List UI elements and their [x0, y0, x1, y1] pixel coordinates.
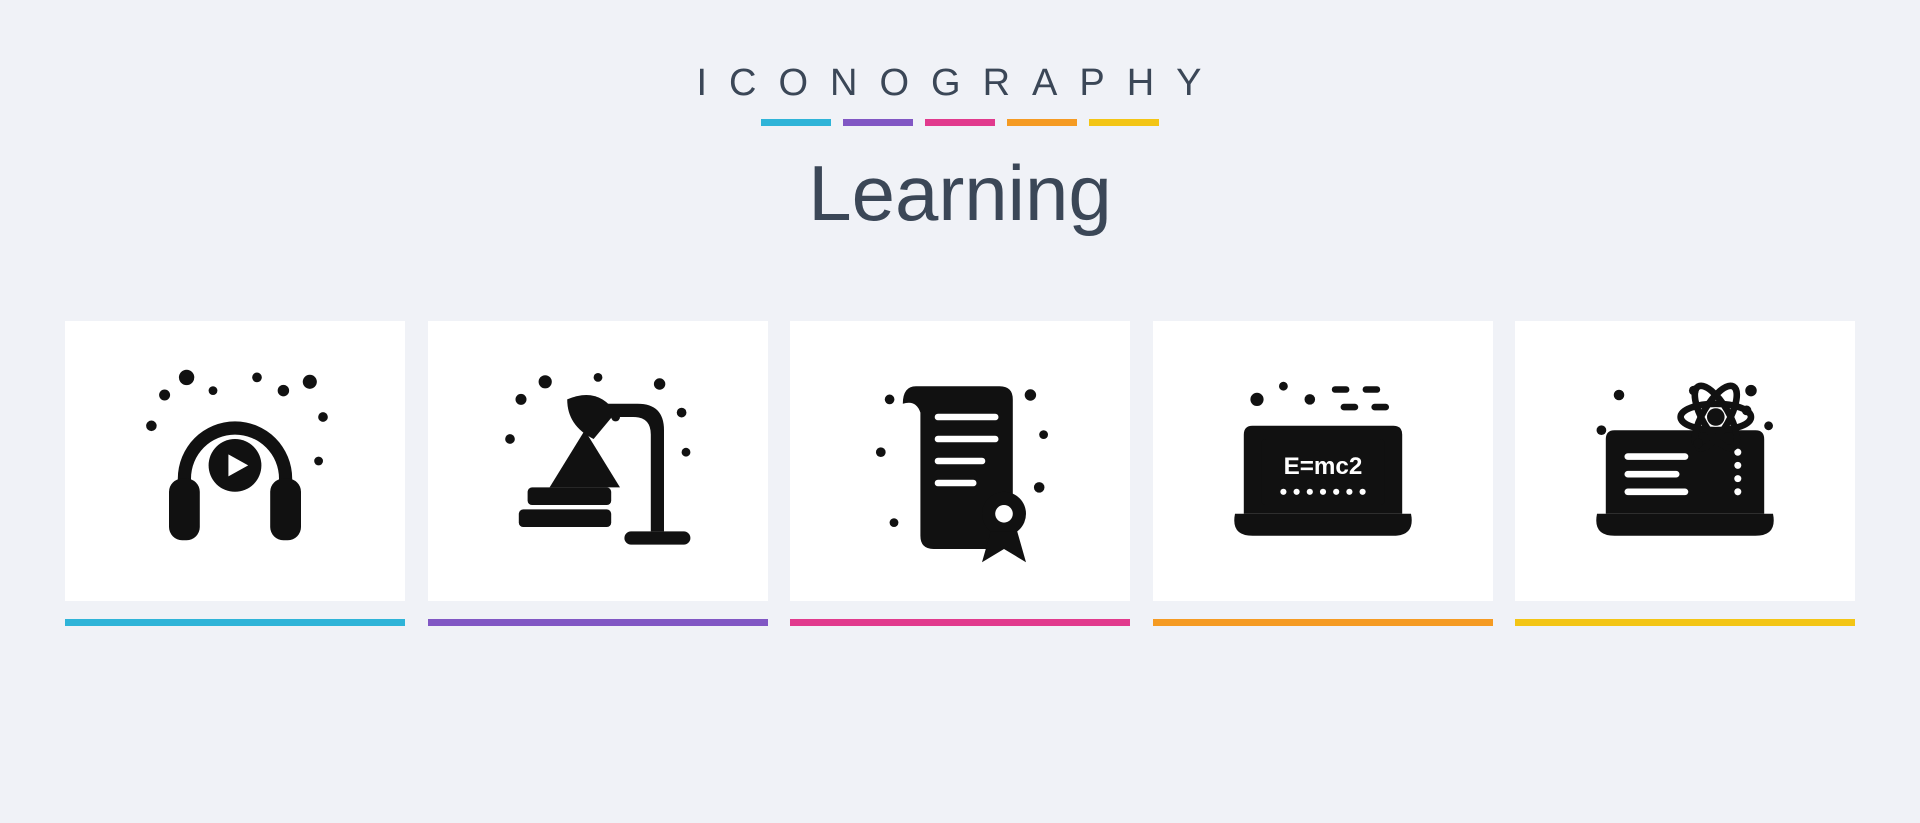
- card-underline: [1153, 619, 1493, 626]
- card-desk-lamp: [428, 321, 768, 626]
- card-laptop-atom: [1515, 321, 1855, 626]
- icon-grid: E=mc2: [65, 321, 1855, 626]
- card-underline: [65, 619, 405, 626]
- accent-bar-3: [925, 119, 995, 126]
- accent-bar-4: [1007, 119, 1077, 126]
- laptop-atom-icon: [1575, 351, 1795, 571]
- card-certificate: [790, 321, 1130, 626]
- tile: E=mc2: [1153, 321, 1493, 601]
- laptop-formula-icon: E=mc2: [1213, 351, 1433, 571]
- page-title: Learning: [696, 148, 1223, 239]
- card-headphones: [65, 321, 405, 626]
- accent-bar-2: [843, 119, 913, 126]
- card-laptop-formula: E=mc2: [1153, 321, 1493, 626]
- accent-bar-1: [761, 119, 831, 126]
- tile: [790, 321, 1130, 601]
- tile: [65, 321, 405, 601]
- header: ICONOGRAPHY Learning: [696, 62, 1223, 239]
- card-underline: [790, 619, 1130, 626]
- card-underline: [428, 619, 768, 626]
- accent-bar-5: [1089, 119, 1159, 126]
- card-underline: [1515, 619, 1855, 626]
- desk-lamp-books-icon: [488, 351, 708, 571]
- certificate-icon: [850, 351, 1070, 571]
- tile: [1515, 321, 1855, 601]
- formula-text: E=mc2: [1283, 453, 1362, 480]
- accent-row: [696, 119, 1223, 126]
- tile: [428, 321, 768, 601]
- brand-label: ICONOGRAPHY: [696, 62, 1223, 105]
- headphones-audio-icon: [125, 351, 345, 571]
